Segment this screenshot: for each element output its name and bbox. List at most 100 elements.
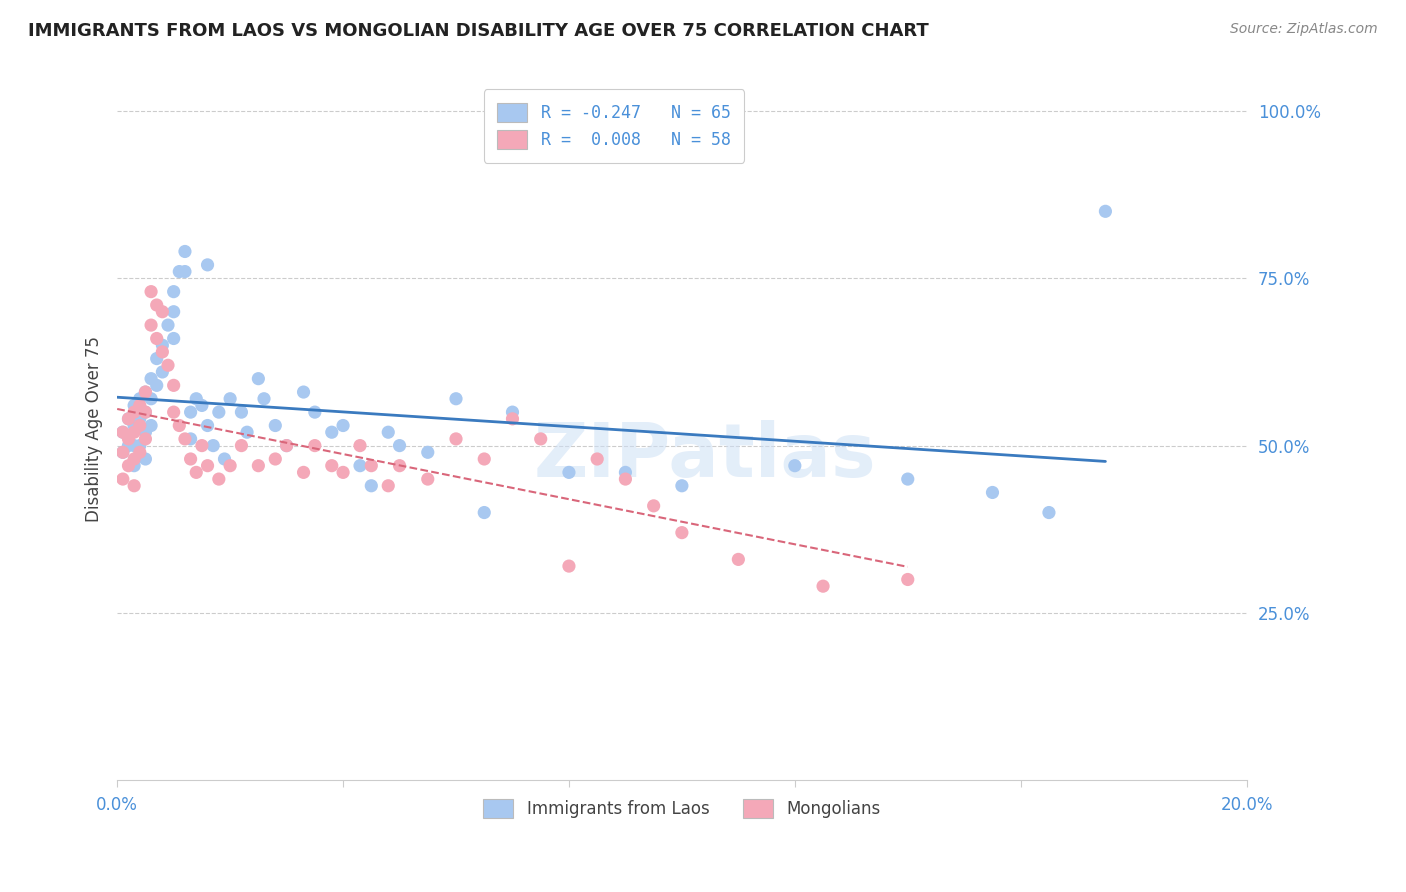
Point (134, 405, 156, 419)
Point (163, 331, 186, 345)
Point (150, 344, 173, 359)
Point (208, 405, 231, 419)
Point (169, 264, 191, 278)
Point (117, 412, 139, 426)
Point (811, 579, 834, 593)
Text: IMMIGRANTS FROM LAOS VS MONGOLIAN DISABILITY AGE OVER 75 CORRELATION CHART: IMMIGRANTS FROM LAOS VS MONGOLIAN DISABI… (28, 22, 929, 40)
Point (180, 432, 202, 446)
Point (134, 452, 156, 467)
Point (501, 412, 523, 426)
Point (150, 365, 173, 379)
Point (191, 399, 214, 413)
Point (558, 559, 581, 574)
Point (643, 499, 665, 513)
Point (122, 479, 145, 493)
Point (174, 432, 197, 446)
Point (122, 439, 145, 453)
Point (530, 432, 553, 446)
Point (276, 439, 298, 453)
Point (472, 506, 495, 520)
Point (139, 392, 162, 406)
Point (321, 425, 343, 440)
Point (1094, 204, 1116, 219)
Point (134, 385, 156, 400)
Point (186, 392, 208, 406)
Point (117, 458, 139, 473)
Point (128, 392, 150, 406)
Point (614, 472, 637, 486)
Point (219, 458, 242, 473)
Point (117, 432, 139, 446)
Point (416, 445, 439, 459)
Point (139, 318, 162, 332)
Point (197, 258, 219, 272)
Point (304, 405, 326, 419)
Point (501, 405, 523, 419)
Point (150, 304, 173, 318)
Point (360, 458, 382, 473)
Point (208, 472, 231, 486)
Point (253, 392, 276, 406)
Point (388, 439, 411, 453)
Point (191, 439, 214, 453)
Point (231, 405, 253, 419)
Point (163, 405, 186, 419)
Point (671, 479, 693, 493)
Point (444, 432, 467, 446)
Point (180, 452, 202, 467)
Point (472, 452, 495, 467)
Point (214, 452, 236, 467)
Point (292, 466, 315, 480)
Point (276, 439, 298, 453)
Point (111, 445, 134, 459)
Point (360, 479, 382, 493)
Point (264, 418, 287, 433)
Y-axis label: Disability Age Over 75: Disability Age Over 75 (86, 336, 103, 522)
Point (128, 399, 150, 413)
Point (122, 405, 145, 419)
Point (416, 472, 439, 486)
Point (174, 264, 197, 278)
Point (128, 418, 150, 433)
Point (727, 552, 749, 566)
Point (186, 466, 208, 480)
Point (349, 439, 371, 453)
Point (156, 359, 179, 373)
Legend: Immigrants from Laos, Mongolians: Immigrants from Laos, Mongolians (477, 792, 887, 825)
Point (163, 378, 186, 392)
Point (180, 405, 202, 419)
Point (247, 458, 270, 473)
Point (163, 304, 186, 318)
Point (169, 418, 191, 433)
Point (202, 439, 225, 453)
Point (264, 452, 287, 467)
Point (163, 285, 186, 299)
Point (174, 244, 197, 259)
Point (219, 392, 242, 406)
Point (586, 452, 609, 467)
Point (122, 418, 145, 433)
Point (145, 298, 167, 312)
Point (897, 573, 920, 587)
Point (558, 466, 581, 480)
Point (156, 318, 179, 332)
Point (150, 338, 173, 352)
Point (111, 445, 134, 459)
Point (332, 466, 354, 480)
Point (247, 372, 270, 386)
Point (117, 412, 139, 426)
Point (128, 439, 150, 453)
Point (349, 458, 371, 473)
Point (671, 525, 693, 540)
Point (134, 425, 156, 440)
Point (139, 285, 162, 299)
Point (122, 399, 145, 413)
Point (111, 425, 134, 440)
Point (145, 331, 167, 345)
Point (377, 479, 399, 493)
Point (321, 458, 343, 473)
Point (292, 385, 315, 400)
Point (139, 418, 162, 433)
Point (197, 418, 219, 433)
Point (128, 412, 150, 426)
